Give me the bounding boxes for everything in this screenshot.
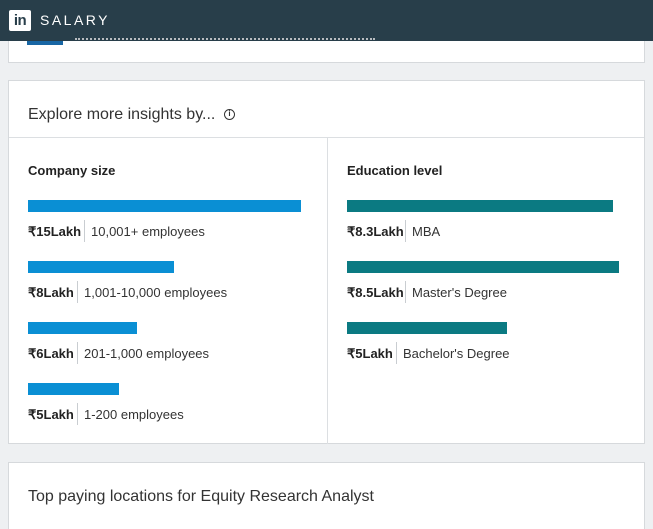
salary-label: MBA: [412, 224, 441, 239]
salary-bar[interactable]: [28, 383, 119, 395]
brand-title[interactable]: SALARY: [40, 12, 110, 28]
salary-amount: ₹5Lakh: [347, 346, 393, 361]
salary-bar[interactable]: [28, 322, 137, 334]
salary-row[interactable]: ₹6Lakh 201-1,000 employees: [28, 322, 311, 372]
info-icon[interactable]: i: [224, 109, 235, 120]
salary-amount: ₹6Lakh: [28, 346, 74, 361]
salary-amount: ₹8Lakh: [28, 285, 74, 300]
insights-title: Explore more insights by...: [28, 106, 216, 123]
education-level-title: Education level: [347, 163, 443, 178]
separator: [396, 342, 397, 364]
education-level-section: Education level ₹8.3Lakh MBA ₹8.5Lakh Maste…: [328, 138, 644, 444]
separator: [405, 220, 406, 242]
salary-label: 1,001-10,000 employees: [84, 285, 228, 300]
salary-row[interactable]: ₹15Lakh 10,001+ employees: [28, 200, 311, 250]
top-bar: in SALARY: [0, 0, 653, 41]
salary-amount: ₹15Lakh: [28, 224, 82, 239]
salary-row[interactable]: ₹8.5Lakh Master's Degree: [347, 261, 629, 311]
salary-row[interactable]: ₹8.3Lakh MBA: [347, 200, 629, 250]
salary-bar[interactable]: [347, 261, 619, 273]
salary-label: 1-200 employees: [84, 407, 184, 422]
salary-amount: ₹5Lakh: [28, 407, 74, 422]
salary-amount: ₹8.5Lakh: [347, 285, 404, 300]
separator: [77, 342, 78, 364]
insights-card: Explore more insights by... i Company si…: [8, 80, 645, 444]
salary-bar[interactable]: [347, 200, 613, 212]
previous-card: [8, 38, 645, 63]
company-size-title: Company size: [28, 163, 116, 178]
divider: [9, 137, 644, 138]
salary-bar[interactable]: [28, 261, 174, 273]
separator: [77, 281, 78, 303]
linkedin-logo-icon[interactable]: in: [9, 10, 31, 31]
salary-label: Bachelor's Degree: [403, 346, 510, 361]
salary-label: 201-1,000 employees: [84, 346, 210, 361]
separator: [405, 281, 406, 303]
truncated-text: [75, 38, 375, 44]
salary-row[interactable]: ₹5Lakh 1-200 employees: [28, 383, 311, 433]
locations-card: Top paying locations for Equity Research…: [8, 462, 645, 529]
column-divider: [327, 138, 328, 444]
separator: [77, 403, 78, 425]
company-size-section: Company size ₹15Lakh 10,001+ employees ₹8L…: [9, 138, 327, 444]
salary-amount: ₹8.3Lakh: [347, 224, 404, 239]
salary-row[interactable]: ₹5Lakh Bachelor's Degree: [347, 322, 629, 372]
truncated-bar: [27, 41, 63, 45]
salary-label: 10,001+ employees: [91, 224, 205, 239]
salary-row[interactable]: ₹8Lakh 1,001-10,000 employees: [28, 261, 311, 311]
salary-bar[interactable]: [28, 200, 301, 212]
separator: [84, 220, 85, 242]
salary-label: Master's Degree: [412, 285, 507, 300]
salary-bar[interactable]: [347, 322, 507, 334]
locations-title[interactable]: Top paying locations for Equity Research…: [28, 488, 374, 505]
